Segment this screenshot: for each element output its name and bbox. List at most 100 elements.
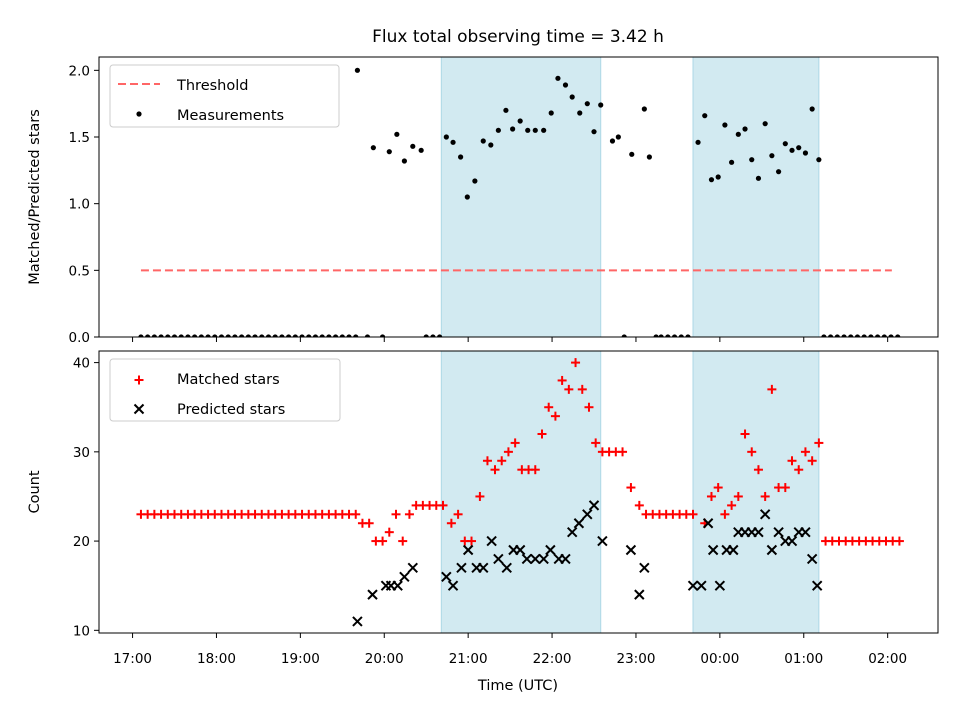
measurement-point xyxy=(621,334,627,337)
predicted-star-point xyxy=(392,580,403,591)
measurement-point xyxy=(722,122,728,128)
x-marker-b xyxy=(530,553,541,565)
matched-star-point xyxy=(475,491,485,501)
y-tick-label: 2.0 xyxy=(69,63,90,79)
x-tick-label: 01:00 xyxy=(784,651,823,667)
measurement-point xyxy=(472,178,478,184)
measurement-point xyxy=(245,334,251,337)
x-marker-b xyxy=(441,571,452,582)
x-tick-label: 23:00 xyxy=(617,651,656,667)
measurement-point xyxy=(854,334,861,337)
measurement-point xyxy=(841,334,847,337)
predicted-star-point xyxy=(597,535,608,547)
measurement-point xyxy=(151,334,157,337)
observing-window-shade xyxy=(692,351,820,633)
measurement-point xyxy=(861,334,867,337)
predicted-star-point xyxy=(707,544,719,556)
predicted-star-point xyxy=(573,518,585,529)
matched-star-point xyxy=(787,456,797,466)
matched-star-point xyxy=(446,518,456,528)
legend-predicted-swatch-b xyxy=(133,403,145,415)
legend: Threshold Measurements xyxy=(109,64,340,128)
measurement-point xyxy=(702,113,708,119)
y-tick-label: 1.0 xyxy=(69,197,90,213)
matched-star-point xyxy=(550,411,560,421)
measurement-point xyxy=(569,94,575,100)
matched-star-point xyxy=(537,429,547,439)
x-tick-label: 22:00 xyxy=(533,651,572,667)
matched-star-point xyxy=(760,491,770,501)
x-tick-label: 00:00 xyxy=(700,651,739,667)
x-marker-b xyxy=(696,580,707,591)
measurement-point xyxy=(458,154,464,160)
x-marker-b xyxy=(773,526,784,538)
predicted-star-point xyxy=(806,553,818,565)
x-marker-b xyxy=(486,535,497,547)
matched-star-point xyxy=(753,465,763,475)
predicted-star-point xyxy=(501,562,512,574)
predicted-star-point xyxy=(687,580,699,591)
measurement-point xyxy=(488,142,494,148)
predicted-star-point xyxy=(714,580,726,591)
measurement-point xyxy=(821,334,827,337)
matched-star-point xyxy=(767,384,777,394)
x-marker-b xyxy=(707,544,719,556)
x-marker-b xyxy=(478,562,489,574)
x-marker-b xyxy=(702,518,714,529)
matched-star-point xyxy=(404,509,414,519)
measurement-point xyxy=(641,106,647,112)
measurement-point xyxy=(185,334,191,337)
x-marker-b xyxy=(462,544,474,556)
measurement-point xyxy=(708,177,715,183)
predicted-star-point xyxy=(407,562,418,574)
x-tick-label: 17:00 xyxy=(113,651,152,667)
measurement-point xyxy=(629,151,635,157)
measurement-point xyxy=(218,334,225,337)
predicted-star-point xyxy=(634,589,645,600)
predicted-star-point xyxy=(456,562,467,574)
measurement-point xyxy=(178,334,184,337)
measurement-point xyxy=(394,131,400,137)
measurement-point xyxy=(775,169,782,175)
matched-star-point xyxy=(544,402,554,412)
predicted-star-point xyxy=(811,580,823,591)
measurement-point xyxy=(888,334,894,337)
matched-star-point xyxy=(351,509,361,519)
measurement-point xyxy=(848,334,854,337)
measurement-point xyxy=(299,334,305,337)
measurement-point xyxy=(685,334,691,337)
matched-star-point xyxy=(727,500,737,510)
x-marker-b xyxy=(392,580,403,591)
x-marker-b xyxy=(625,544,637,556)
x-marker-b xyxy=(566,526,578,538)
measurement-point xyxy=(525,127,531,133)
x-marker-b xyxy=(766,544,778,556)
x-marker-b xyxy=(573,518,585,529)
x-marker-b xyxy=(786,535,798,547)
x-marker-b xyxy=(493,553,504,565)
x-marker-b xyxy=(501,562,512,574)
predicted-star-point xyxy=(530,553,541,565)
matched-star-point xyxy=(503,447,513,457)
x-tick-label: 19:00 xyxy=(281,651,320,667)
measurement-point xyxy=(789,147,795,153)
predicted-star-point xyxy=(639,562,650,574)
measurement-point xyxy=(259,334,265,337)
measurement-point xyxy=(495,127,501,133)
y-tick-label: 10 xyxy=(73,623,90,639)
matched-star-point xyxy=(571,358,581,368)
x-marker-b xyxy=(800,526,811,538)
matched-star-point xyxy=(497,456,507,466)
matched-star-point xyxy=(720,509,730,519)
matched-star-point xyxy=(482,456,492,466)
chart-title: Flux total observing time = 3.42 h xyxy=(372,27,664,47)
measurement-point xyxy=(450,139,456,145)
bottom-panel-counts: 10 20 30 40 17:00 18:00 19:00 20:00 21:00 22:00 23… xyxy=(27,350,939,667)
matched-star-point xyxy=(577,384,587,394)
measurement-point xyxy=(828,334,834,337)
predicted-star-point xyxy=(566,526,578,538)
measurement-point xyxy=(198,334,204,337)
measurement-point xyxy=(430,334,436,337)
measurement-point xyxy=(265,334,272,337)
measurement-point xyxy=(232,334,238,337)
